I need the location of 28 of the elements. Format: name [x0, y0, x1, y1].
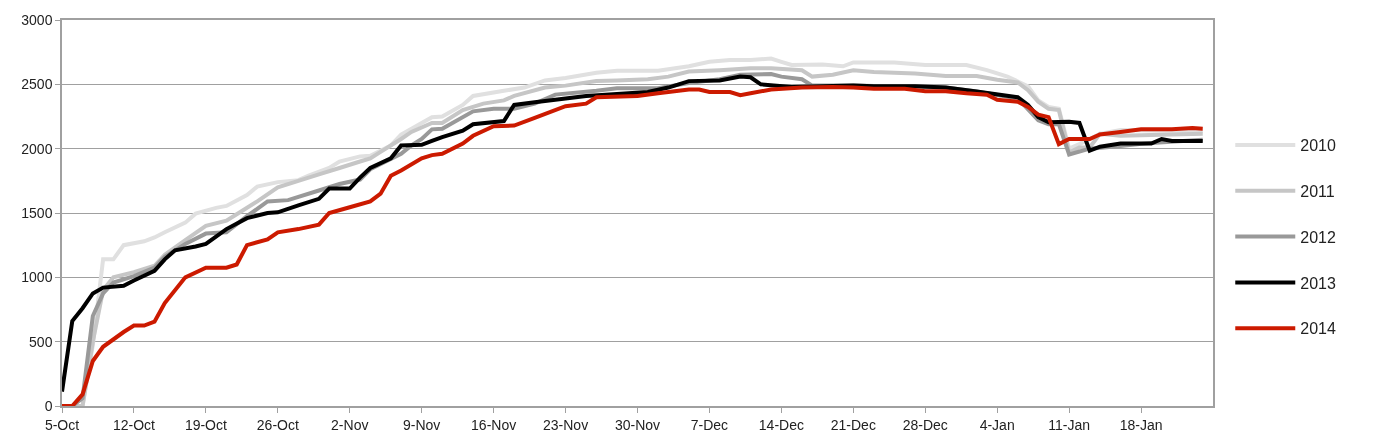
x-tick-label: 4-Jan [979, 416, 1015, 433]
x-tick-label: 14-Dec [758, 416, 804, 433]
x-tick-label: 9-Nov [403, 416, 441, 433]
y-tick-label: 1000 [21, 269, 53, 286]
x-tick-label: 16-Nov [471, 416, 517, 433]
x-tick-label: 23-Nov [542, 416, 589, 433]
x-tick-label: 5-Oct [44, 416, 80, 433]
y-tick-label: 2000 [21, 140, 53, 157]
y-tick-label: 0 [44, 397, 53, 414]
x-tick-label: 7-Dec [690, 416, 729, 433]
legend-label: 2013 [1300, 274, 1336, 292]
x-tick-label: 18-Jan [1119, 416, 1163, 433]
x-tick-label: 26-Oct [256, 416, 299, 433]
y-tick-label: 3000 [21, 11, 53, 28]
x-tick-label: 28-Dec [902, 416, 948, 433]
y-tick-label: 1500 [21, 204, 53, 221]
x-tick-label: 11-Jan [1048, 416, 1091, 433]
x-tick-label: 30-Nov [614, 416, 661, 433]
y-tick-label: 500 [29, 333, 53, 350]
legend-label: 2010 [1300, 137, 1336, 155]
legend-label: 2014 [1300, 320, 1336, 338]
y-tick-label: 2500 [21, 76, 53, 93]
x-tick-label: 12-Oct [112, 416, 156, 433]
x-tick-label: 2-Nov [331, 416, 369, 433]
x-tick-label: 21-Dec [830, 416, 876, 433]
x-tick-label: 19-Oct [184, 416, 227, 433]
legend-label: 2012 [1300, 228, 1336, 246]
legend-label: 2011 [1300, 183, 1335, 201]
